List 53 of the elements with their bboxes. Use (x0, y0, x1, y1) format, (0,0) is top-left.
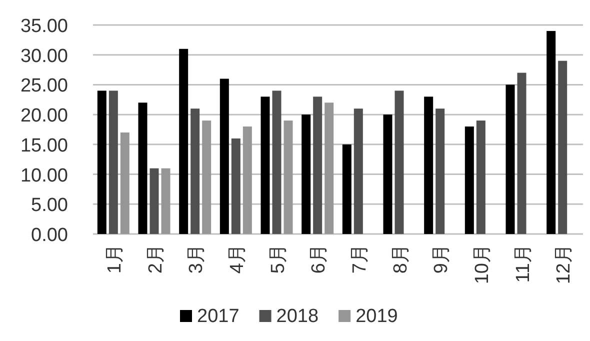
x-tick-label: 1月 (104, 244, 126, 274)
y-tick-label: 5.00 (31, 195, 68, 216)
y-tick-label: 20.00 (20, 106, 68, 127)
bar (120, 132, 130, 234)
bar (424, 96, 434, 234)
x-tick-label: 7月 (349, 244, 370, 274)
bar (394, 90, 404, 234)
x-tick-label: 5月 (268, 244, 289, 274)
bar (302, 114, 311, 234)
bar (108, 90, 118, 234)
y-tick-label: 30.00 (20, 46, 68, 67)
x-tick-label: 2月 (145, 244, 166, 274)
bar (97, 90, 106, 234)
bar (342, 144, 352, 234)
bar (476, 120, 486, 234)
bar (313, 96, 322, 234)
x-tick-label: 4月 (226, 244, 248, 274)
x-tick-label: 11月 (512, 244, 534, 283)
y-tick-label: 15.00 (20, 135, 68, 156)
legend-label: 2017 (197, 306, 240, 327)
bar (546, 30, 556, 234)
bar (284, 120, 293, 234)
bar (179, 48, 188, 234)
bar (161, 168, 170, 234)
x-tick-label: 8月 (390, 244, 412, 274)
bar (272, 90, 282, 234)
legend-label: 2019 (356, 306, 398, 327)
legend-label: 2018 (276, 306, 319, 327)
bar (558, 60, 568, 234)
bar (190, 108, 200, 234)
bar (231, 138, 240, 234)
bar (324, 102, 334, 234)
y-tick-label: 10.00 (20, 165, 68, 186)
x-tick-label: 12月 (554, 244, 575, 284)
y-tick-label: 35.00 (20, 16, 68, 37)
x-tick-label: 6月 (308, 244, 330, 274)
bar (202, 120, 212, 234)
bar (220, 78, 229, 234)
bar (464, 126, 474, 234)
bar (517, 72, 526, 234)
bar (436, 108, 445, 234)
bar (260, 96, 270, 234)
bar (383, 114, 392, 234)
bar (354, 108, 363, 234)
bar (150, 168, 159, 234)
bar (138, 102, 148, 234)
x-tick-label: 9月 (431, 244, 452, 274)
x-tick-label: 10月 (472, 244, 493, 284)
bar (242, 126, 252, 234)
bar (506, 84, 515, 234)
y-tick-label: 0.00 (31, 225, 68, 246)
y-tick-label: 25.00 (20, 76, 68, 97)
x-tick-label: 3月 (186, 244, 208, 274)
